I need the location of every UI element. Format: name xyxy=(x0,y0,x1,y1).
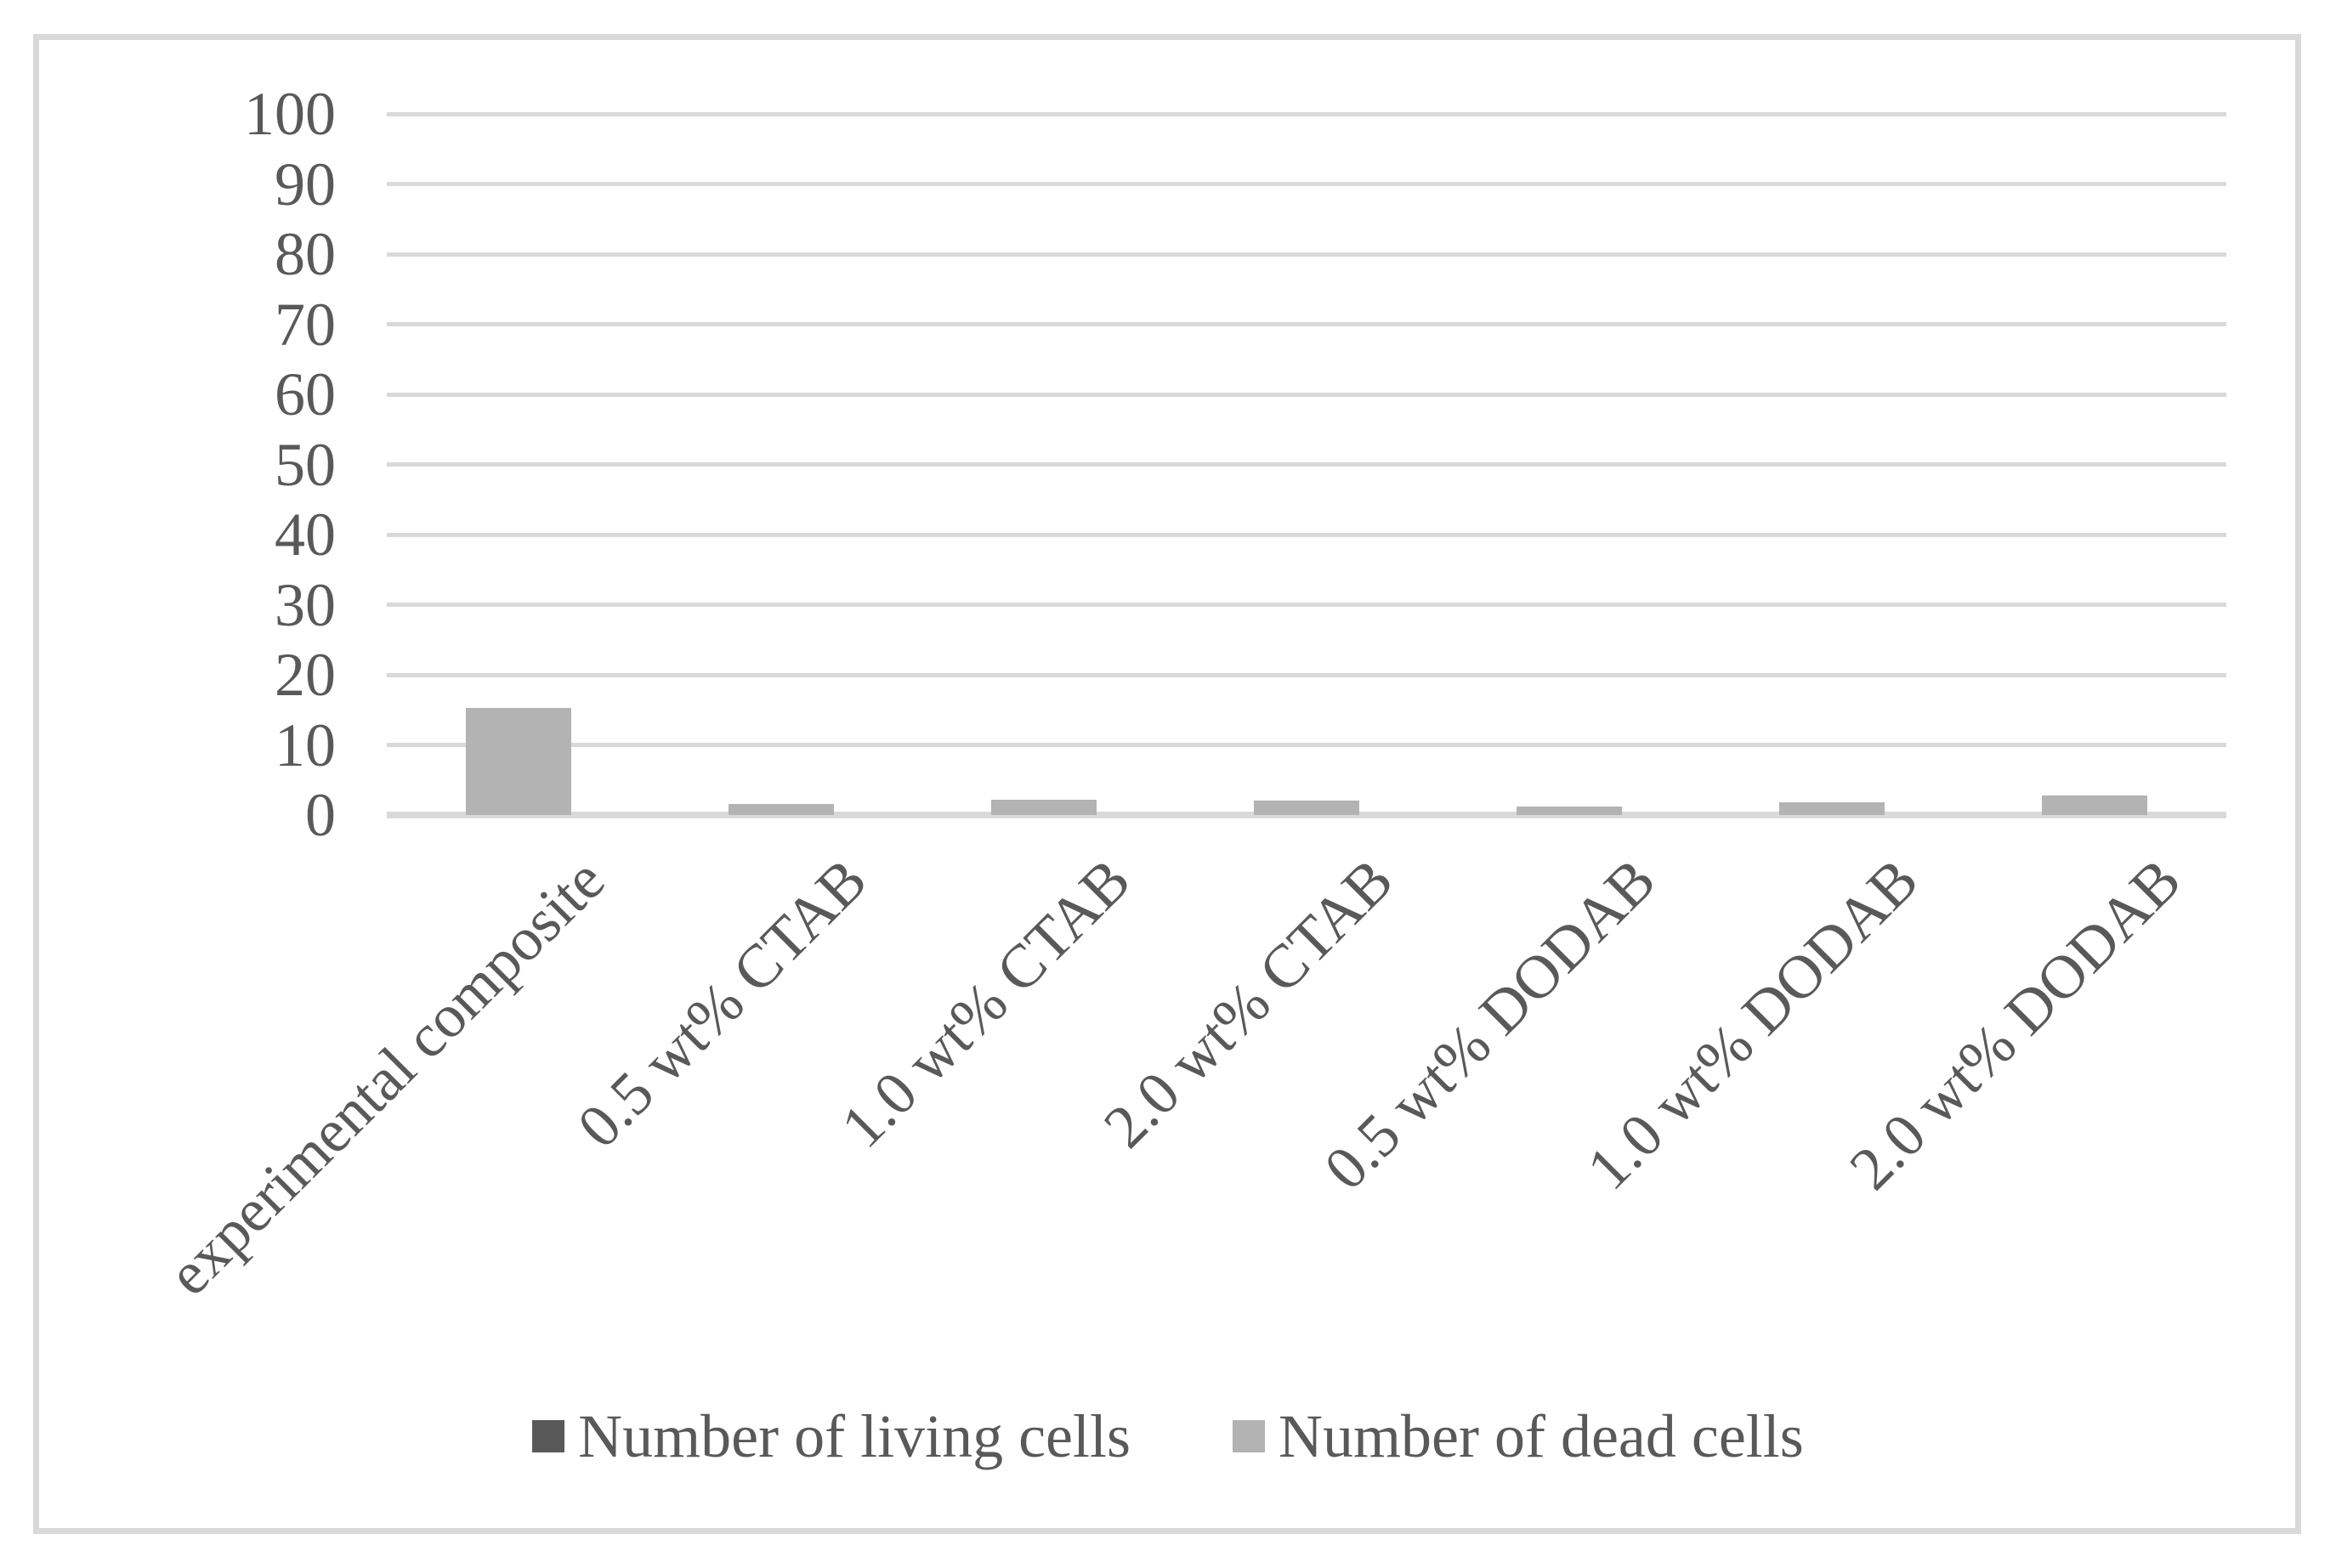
figure-border-frame xyxy=(33,34,2301,1534)
bar-series1-cat6 xyxy=(2042,795,2148,815)
gridline-70 xyxy=(387,322,2226,326)
legend-label-1: Number of dead cells xyxy=(1279,1402,1804,1470)
legend-item-1: Number of dead cells xyxy=(1233,1401,1804,1472)
legend: Number of living cells Number of dead cel… xyxy=(0,1401,2336,1472)
gridline-40 xyxy=(387,532,2226,537)
gridline-100 xyxy=(387,111,2226,116)
gridline-80 xyxy=(387,252,2226,257)
gridline-50 xyxy=(387,462,2226,467)
y-tick-label-30: 30 xyxy=(275,570,336,639)
y-tick-label-10: 10 xyxy=(275,710,336,779)
legend-swatch-icon xyxy=(532,1420,565,1452)
y-tick-label-90: 90 xyxy=(275,150,336,218)
legend-label-0: Number of living cells xyxy=(578,1402,1131,1470)
y-tick-label-60: 60 xyxy=(275,360,336,428)
gridline-60 xyxy=(387,392,2226,397)
bar-series1-cat5 xyxy=(1779,802,1885,815)
bar-series1-cat1 xyxy=(728,803,834,815)
gridline-10 xyxy=(387,743,2226,747)
y-tick-label-40: 40 xyxy=(275,501,336,569)
y-tick-label-70: 70 xyxy=(275,290,336,359)
bar-series1-cat0 xyxy=(465,707,571,815)
bar-series1-cat2 xyxy=(990,799,1097,815)
y-tick-label-100: 100 xyxy=(244,80,336,148)
legend-item-0: Number of living cells xyxy=(532,1401,1131,1472)
bar-series1-cat4 xyxy=(1517,807,1623,815)
bar-series1-cat3 xyxy=(1254,800,1359,815)
x-axis-line xyxy=(387,812,2226,818)
gridline-20 xyxy=(387,672,2226,677)
gridline-30 xyxy=(387,603,2226,607)
y-tick-label-80: 80 xyxy=(275,220,336,288)
legend-swatch-icon xyxy=(1233,1420,1266,1452)
y-tick-label-0: 0 xyxy=(305,781,336,849)
y-tick-label-50: 50 xyxy=(275,430,336,499)
y-tick-label-20: 20 xyxy=(275,641,336,709)
gridline-90 xyxy=(387,182,2226,186)
